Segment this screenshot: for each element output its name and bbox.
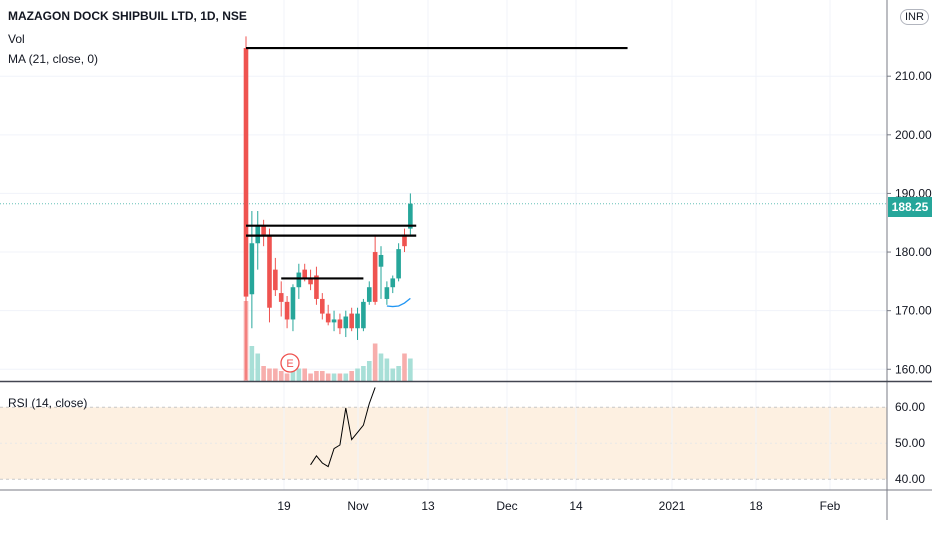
price-tick-label: 210.00 — [895, 69, 932, 83]
volume-bar — [384, 358, 390, 381]
earnings-marker-layer: E — [280, 353, 300, 373]
volume-bar — [361, 366, 366, 381]
candle-body — [325, 313, 331, 323]
rsi-layer — [310, 387, 376, 468]
volume-bar — [396, 366, 401, 381]
candle-body — [372, 252, 378, 302]
volume-bar — [267, 368, 272, 381]
volume-bar — [308, 373, 313, 381]
candle-body — [384, 287, 390, 299]
price-tick-label: 200.00 — [895, 128, 932, 142]
rsi-line — [310, 387, 376, 468]
candle-body — [308, 278, 313, 285]
rsi-tick-label: 50.00 — [895, 436, 925, 450]
volume-bar — [390, 368, 396, 381]
time-tick-label: 14 — [569, 499, 583, 513]
volume-bar — [337, 373, 343, 381]
volume-bar — [372, 343, 378, 381]
axes-layer — [0, 0, 932, 520]
candle-body — [302, 269, 307, 279]
price-tick-label: 190.00 — [895, 186, 932, 200]
candle-body — [249, 243, 255, 295]
volume-bar — [378, 353, 384, 381]
volume-bar — [249, 346, 255, 381]
ma-legend[interactable]: MA (21, close, 0) — [8, 52, 99, 66]
volume-bar — [284, 373, 290, 381]
price-tick-label: 160.00 — [895, 362, 932, 376]
earnings-marker-icon — [280, 353, 300, 373]
candle-body — [314, 275, 319, 299]
earnings-marker-label: E — [286, 358, 293, 370]
volume-bar — [290, 366, 296, 381]
volume-bar — [261, 366, 266, 381]
candle-body — [261, 225, 266, 235]
last-price-badge: 188.25 — [888, 197, 932, 217]
levels-layer — [246, 46, 628, 280]
time-tick-label: 2021 — [659, 499, 686, 513]
volume-layer — [243, 301, 413, 381]
rsi-band-layer — [0, 407, 887, 480]
volume-bar — [296, 368, 302, 381]
ma-line — [386, 297, 411, 308]
candle-body — [361, 301, 366, 329]
price-tick-label: 180.00 — [895, 245, 932, 259]
candle-body — [273, 269, 278, 291]
candle-body — [331, 319, 337, 323]
rsi-tick-label: 60.00 — [895, 400, 925, 414]
candle-body — [355, 313, 360, 329]
candle-body — [278, 293, 284, 302]
volume-bar — [355, 368, 360, 381]
rsi-tick-label: 40.00 — [895, 472, 925, 486]
volume-bar — [314, 371, 319, 381]
volume-legend[interactable]: Vol — [8, 32, 25, 46]
candle-body — [343, 316, 349, 329]
candle-body — [390, 278, 396, 288]
volume-bar — [325, 373, 331, 381]
volume-bar — [366, 361, 372, 381]
currency-badge[interactable]: INR — [900, 9, 929, 25]
candle-body — [290, 287, 296, 320]
volume-bar — [408, 358, 413, 381]
candle-body — [337, 319, 343, 329]
time-tick-label: Nov — [347, 499, 368, 513]
candle-body — [296, 272, 302, 288]
symbol-title[interactable]: MAZAGON DOCK SHIPBUIL LTD, 1D, NSE — [8, 9, 247, 23]
time-tick-label: Dec — [496, 499, 517, 513]
volume-bar — [343, 373, 349, 381]
candle-body — [243, 48, 249, 297]
volume-bar — [331, 373, 337, 381]
price-tick-label: 170.00 — [895, 304, 932, 318]
candle-body — [284, 301, 290, 320]
tick-labels-layer: 160.00 170.00 180.00 190.00 200.00 210.00 40.0… — [277, 69, 932, 513]
volume-bar — [273, 368, 278, 381]
rsi-band — [0, 407, 887, 480]
time-tick-label: 18 — [749, 499, 763, 513]
candles-layer — [243, 36, 413, 380]
time-tick-label: Feb — [820, 499, 841, 513]
candle-body — [408, 203, 413, 229]
volume-bar — [349, 371, 354, 381]
candle-body — [378, 254, 384, 267]
time-tick-label: 13 — [421, 499, 435, 513]
ma-layer — [386, 297, 411, 308]
volume-bar — [402, 353, 407, 381]
volume-bar — [278, 371, 284, 381]
time-tick-label: 19 — [277, 499, 291, 513]
candle-body — [402, 234, 407, 247]
candle-body — [267, 236, 272, 308]
candle-body — [255, 225, 261, 244]
candle-body — [320, 298, 325, 314]
candle-body — [396, 249, 401, 279]
volume-bar — [302, 368, 307, 381]
volume-bar — [320, 371, 325, 381]
candle-body — [349, 313, 354, 329]
candle-body — [366, 287, 372, 302]
volume-bar — [255, 353, 261, 381]
grid-layer — [0, 0, 887, 490]
rsi-legend[interactable]: RSI (14, close) — [8, 396, 88, 410]
